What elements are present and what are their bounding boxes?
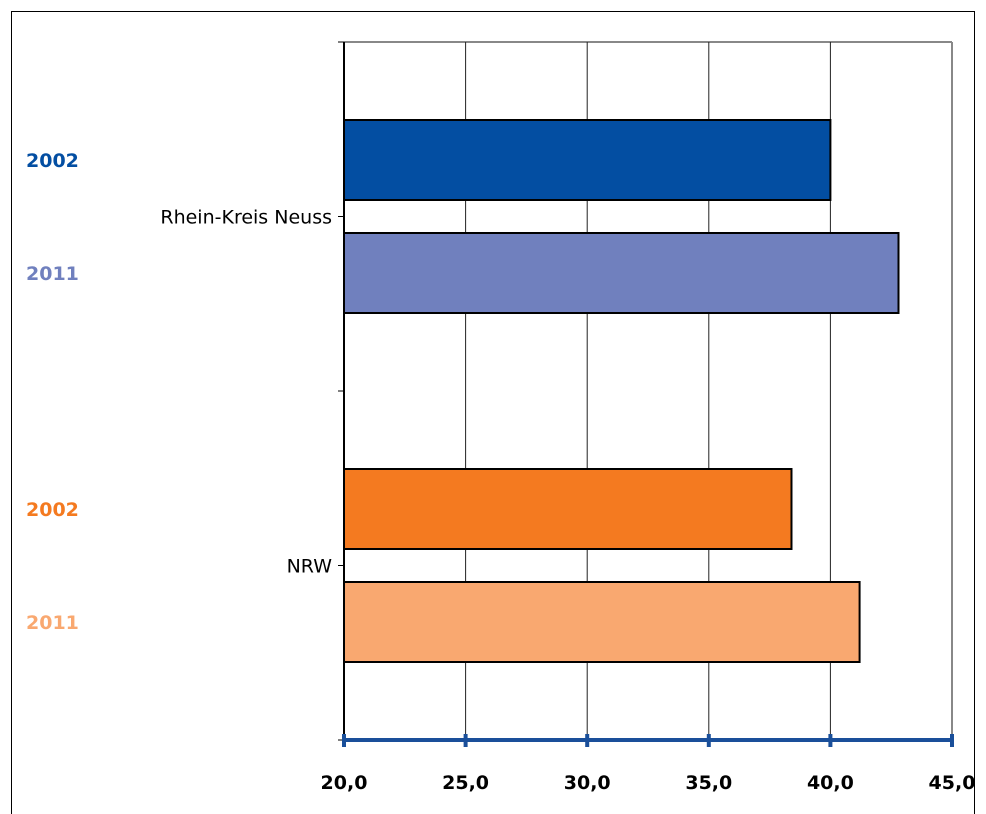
year-label: 2011 <box>26 263 79 285</box>
axes <box>338 41 954 747</box>
chart-frame <box>11 11 975 814</box>
bar <box>343 581 861 663</box>
year-label: 2011 <box>26 612 79 634</box>
category-label: NRW <box>287 556 333 578</box>
year-label: 2002 <box>26 150 79 172</box>
x-tick-label: 30,0 <box>564 772 611 794</box>
bars <box>343 119 900 663</box>
x-tick-label: 25,0 <box>442 772 489 794</box>
bar <box>343 232 900 314</box>
year-label: 2002 <box>26 499 79 521</box>
category-label: Rhein-Kreis Neuss <box>160 207 332 229</box>
x-tick-label: 45,0 <box>929 772 976 794</box>
bar <box>343 468 793 550</box>
x-tick-label: 40,0 <box>807 772 854 794</box>
x-tick-label: 20,0 <box>321 772 368 794</box>
bar <box>343 119 832 201</box>
x-tick-label: 35,0 <box>685 772 732 794</box>
labels: 2002 2011 Rhein-Kreis Neuss 2002 2011 NRW 20,0… <box>26 150 975 794</box>
